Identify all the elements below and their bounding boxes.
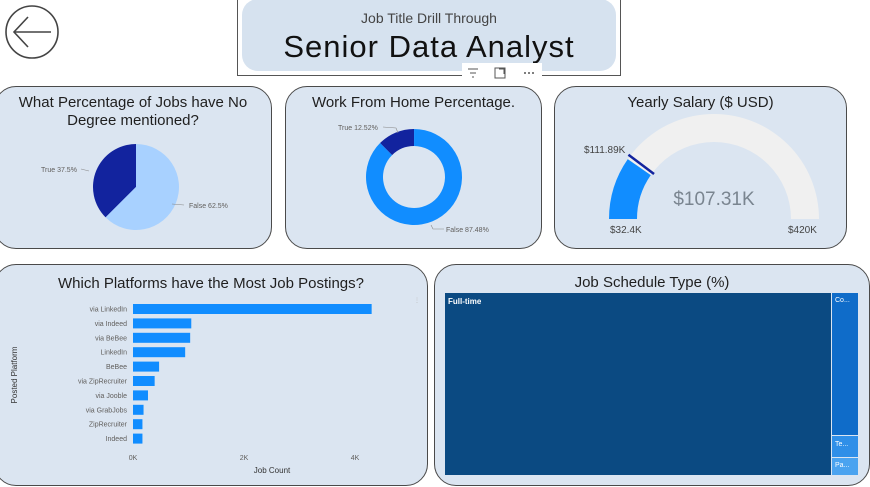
bar[interactable] [133, 433, 143, 444]
bar[interactable] [133, 318, 192, 329]
donut-label-true: True 12.52% [338, 125, 378, 132]
gauge-track [609, 114, 819, 219]
gauge-target-label: $111.89K [584, 145, 626, 156]
salary-card: Yearly Salary ($ USD) $107.31K $111.89K … [554, 86, 847, 249]
back-button[interactable] [4, 4, 60, 60]
gauge-max-label: $420K [788, 225, 817, 236]
salary-title: Yearly Salary ($ USD) [627, 94, 774, 111]
slice-false[interactable] [105, 144, 179, 230]
page-title: Senior Data Analyst [283, 29, 575, 64]
bar[interactable] [133, 332, 191, 343]
more-options-icon[interactable] [522, 67, 536, 79]
treemap-part-time[interactable]: Pa... [832, 458, 858, 475]
pie-label-true: True 37.5% [41, 167, 77, 174]
bar-label: via GrabJobs [86, 407, 128, 414]
treemap-label-temp: Te... [835, 441, 849, 448]
schedule-card: Job Schedule Type (%) Full-time Co... Te… [434, 264, 870, 486]
wfh-card: Work From Home Percentage. True 12.52% F… [285, 86, 542, 249]
platforms-card: Which Platforms have the Most Job Postin… [0, 264, 428, 486]
header-subtitle: Job Title Drill Through [361, 10, 497, 26]
x-tick-0: 0K [129, 455, 138, 462]
title-card: Job Title Drill Through Senior Data Anal… [242, 0, 616, 71]
bar[interactable] [133, 419, 143, 430]
title-frame: Job Title Drill Through Senior Data Anal… [237, 0, 621, 76]
scroll-hint: ⋮ [414, 298, 420, 304]
bar-label: BeBee [106, 364, 127, 371]
bar[interactable] [133, 404, 144, 415]
treemap-full-time[interactable]: Full-time [445, 293, 831, 475]
back-arrow-icon [5, 5, 59, 59]
degree-title-line2: Degree mentioned? [67, 112, 199, 129]
x-axis-label: Job Count [254, 466, 291, 475]
filter-icon[interactable] [467, 67, 479, 79]
degree-title-line1: What Percentage of Jobs have No [18, 94, 248, 111]
x-tick-2: 4K [351, 455, 360, 462]
salary-gauge: $107.31K $111.89K $32.4K $420K [584, 114, 819, 236]
gauge-target [627, 153, 655, 175]
treemap-label-full-time: Full-time [448, 297, 482, 306]
bar-label: via ZipRecruiter [78, 379, 128, 386]
gauge-value: $107.31K [673, 189, 755, 210]
pie-label-false: False 62.5% [189, 203, 228, 210]
bar-label: via LinkedIn [90, 307, 127, 314]
slice-true[interactable] [380, 129, 415, 156]
donut-label-false: False 87.48% [446, 227, 489, 234]
slice-false[interactable] [366, 129, 462, 225]
treemap-label-contract: Co... [835, 297, 850, 304]
treemap-contract[interactable]: Co... [832, 293, 858, 435]
slice-true[interactable] [93, 144, 136, 218]
bar[interactable] [133, 390, 148, 401]
gauge-fill [609, 159, 651, 219]
bar-label: via Jooble [95, 393, 127, 400]
focus-mode-icon[interactable] [494, 67, 506, 79]
bar[interactable] [133, 361, 160, 372]
y-axis-label: Posted Platform [10, 346, 19, 403]
gauge-min-label: $32.4K [610, 225, 642, 236]
bar-label: via BeBee [95, 335, 127, 342]
degree-card: What Percentage of Jobs have No Degree m… [0, 86, 272, 249]
bar-label: via Indeed [95, 321, 127, 328]
degree-pie-chart: True 37.5% False 62.5% [41, 144, 228, 230]
bar-label: LinkedIn [101, 350, 128, 357]
platforms-title: Which Platforms have the Most Job Postin… [58, 275, 364, 292]
schedule-title: Job Schedule Type (%) [574, 274, 730, 291]
bar-label: ZipRecruiter [89, 422, 128, 429]
bar[interactable] [133, 376, 155, 386]
visual-toolbar [462, 63, 542, 83]
bar[interactable] [133, 347, 186, 358]
wfh-title: Work From Home Percentage. [311, 94, 516, 111]
bar[interactable] [133, 304, 372, 314]
treemap-temp[interactable]: Te... [832, 436, 858, 457]
bar-label: Indeed [106, 436, 128, 443]
platforms-bar-chart: via LinkedIn via Indeed via BeBee LinkedIn B… [10, 298, 420, 475]
x-tick-1: 2K [240, 455, 249, 462]
treemap-label-part-time: Pa... [835, 462, 850, 469]
wfh-donut-chart: True 12.52% False 87.48% [338, 125, 489, 234]
